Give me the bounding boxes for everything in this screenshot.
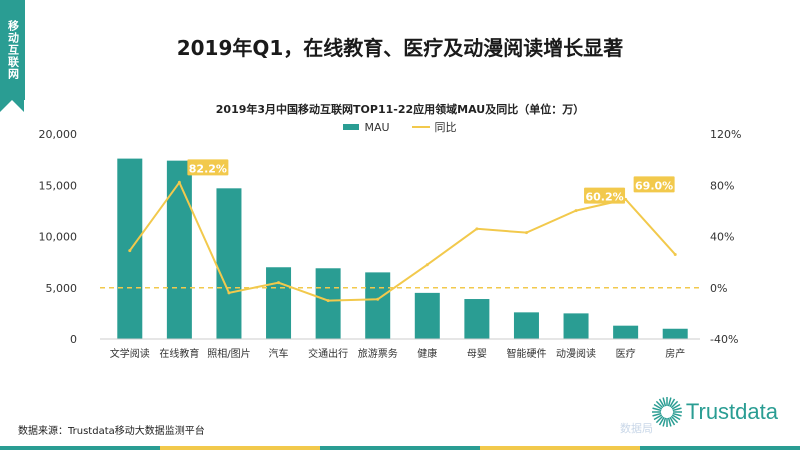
x-tick-label: 文学阅读 <box>110 347 150 360</box>
y-right-tick-label: 120% <box>710 128 741 141</box>
watermark-text: 数据局 <box>620 422 653 435</box>
x-tick-label: 动漫阅读 <box>556 347 596 360</box>
legend-swatch-line <box>411 126 430 128</box>
line-point-yoy <box>475 227 479 231</box>
x-tick-label: 汽车 <box>269 347 289 360</box>
legend-item-yoy: 同比 <box>411 119 457 135</box>
line-point-yoy <box>524 231 528 235</box>
data-label-bg <box>633 176 675 193</box>
line-point-yoy <box>227 291 231 295</box>
line-point-yoy <box>326 299 330 303</box>
y-left-tick-label: 0 <box>70 333 77 346</box>
bar-mau <box>365 272 391 339</box>
legend-label-mau: MAU <box>364 120 390 134</box>
legend-swatch-bar <box>343 124 360 130</box>
y-left-tick-label: 15,000 <box>39 179 78 192</box>
section-tab: 移动互联网 <box>0 0 25 112</box>
data-label-bg <box>584 187 626 204</box>
bar-mau <box>216 188 242 339</box>
x-tick-label: 健康 <box>417 347 437 360</box>
bottom-stripe-segment <box>160 446 320 450</box>
bottom-stripe-segment <box>0 446 160 450</box>
bar-mau <box>662 328 688 339</box>
brand-logo: Trustdata <box>650 395 778 429</box>
x-tick-label: 医疗 <box>616 347 636 360</box>
data-source-note: 数据来源：Trustdata移动大数据监测平台 <box>18 426 205 437</box>
bar-mau <box>117 158 143 339</box>
y-left-tick-label: 10,000 <box>39 231 78 244</box>
x-tick-label: 照相/图片 <box>207 347 250 360</box>
bar-mau <box>613 325 639 339</box>
legend-item-mau: MAU <box>343 119 390 135</box>
bar-mau <box>464 299 490 339</box>
bottom-stripe-segment <box>320 446 480 450</box>
data-label: 82.2% <box>189 162 227 175</box>
line-point-yoy <box>673 252 677 256</box>
y-left-tick-label: 5,000 <box>46 282 78 295</box>
x-tick-label: 房产 <box>665 347 685 360</box>
y-right-tick-label: 80% <box>710 179 734 192</box>
data-label-bg <box>187 159 229 176</box>
line-point-yoy <box>425 263 429 267</box>
data-label: 69.0% <box>635 179 673 192</box>
x-tick-label: 母婴 <box>467 348 487 360</box>
legend-label-yoy: 同比 <box>434 121 457 134</box>
data-label: 60.2% <box>585 191 623 204</box>
y-left-tick-label: 20,000 <box>39 128 78 141</box>
x-tick-label: 旅游票务 <box>358 347 398 360</box>
bar-mau <box>266 267 292 339</box>
bar-mau <box>563 313 589 339</box>
bar-mau <box>414 292 440 339</box>
x-tick-label: 智能硬件 <box>506 347 546 360</box>
bottom-stripe <box>0 446 800 450</box>
y-right-tick-label: 0% <box>710 282 727 295</box>
bottom-stripe-segment <box>480 446 640 450</box>
chart-title: 2019年3月中国移动互联网TOP11-22应用领域MAU及同比（单位：万） <box>215 103 585 116</box>
page-title: 2019年Q1，在线教育、医疗及动漫阅读增长显著 <box>176 36 624 60</box>
bottom-stripe-segment <box>640 446 800 450</box>
y-right-tick-label: -40% <box>710 333 738 346</box>
chart-legend: MAU 同比 <box>0 119 800 135</box>
brand-name: Trustdata <box>685 399 778 424</box>
line-point-yoy <box>128 249 132 253</box>
x-tick-label: 交通出行 <box>308 347 348 360</box>
line-point-yoy <box>574 209 578 213</box>
y-right-tick-label: 40% <box>710 231 734 244</box>
line-point-yoy <box>376 297 380 301</box>
bar-mau <box>315 268 341 339</box>
sunburst-icon <box>651 397 682 427</box>
x-tick-label: 在线教育 <box>159 347 199 360</box>
line-yoy <box>128 180 676 302</box>
bar-mau <box>513 312 539 339</box>
line-point-yoy <box>177 180 181 184</box>
bar-mau <box>166 160 192 339</box>
section-tab-label: 移动互联网 <box>6 20 20 80</box>
line-point-yoy <box>277 281 281 285</box>
